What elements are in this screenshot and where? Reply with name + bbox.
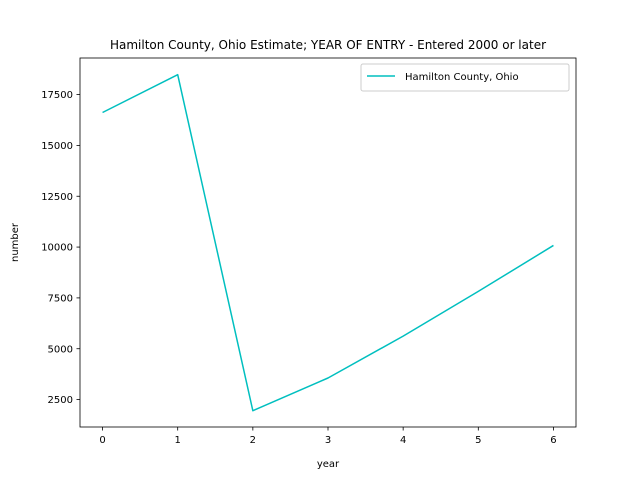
chart-title: Hamilton County, Ohio Estimate; YEAR OF …	[110, 38, 546, 52]
x-tick-label: 1	[175, 435, 181, 446]
x-tick-label: 0	[99, 435, 105, 446]
y-tick-label: 10000	[41, 243, 73, 254]
y-tick-label: 5000	[48, 344, 73, 355]
x-tick-label: 5	[475, 435, 481, 446]
y-axis-ticks: 2500 5000 7500 10000 12500 15000 17500	[41, 90, 80, 406]
series-layer	[102, 73, 554, 412]
series-line	[102, 73, 554, 412]
y-tick-label: 2500	[48, 395, 73, 406]
legend-box	[360, 63, 570, 92]
y-tick-label: 15000	[41, 141, 73, 152]
legend: Hamilton County, Ohio	[360, 63, 570, 92]
y-axis-label: number	[10, 222, 21, 262]
x-axis-label: year	[317, 459, 340, 470]
x-tick-label: 2	[250, 435, 256, 446]
plot-area	[80, 58, 576, 427]
x-tick-label: 4	[400, 435, 406, 446]
legend-label: Hamilton County, Ohio	[405, 72, 519, 83]
plot-frame	[79, 57, 577, 428]
y-tick-label: 7500	[48, 294, 73, 305]
y-tick-label: 12500	[41, 192, 73, 203]
x-axis-ticks: 0 1 2 3 4 5 6	[99, 427, 557, 446]
x-tick-label: 3	[325, 435, 331, 446]
y-tick-label: 17500	[41, 90, 73, 101]
x-tick-label: 6	[550, 435, 556, 446]
